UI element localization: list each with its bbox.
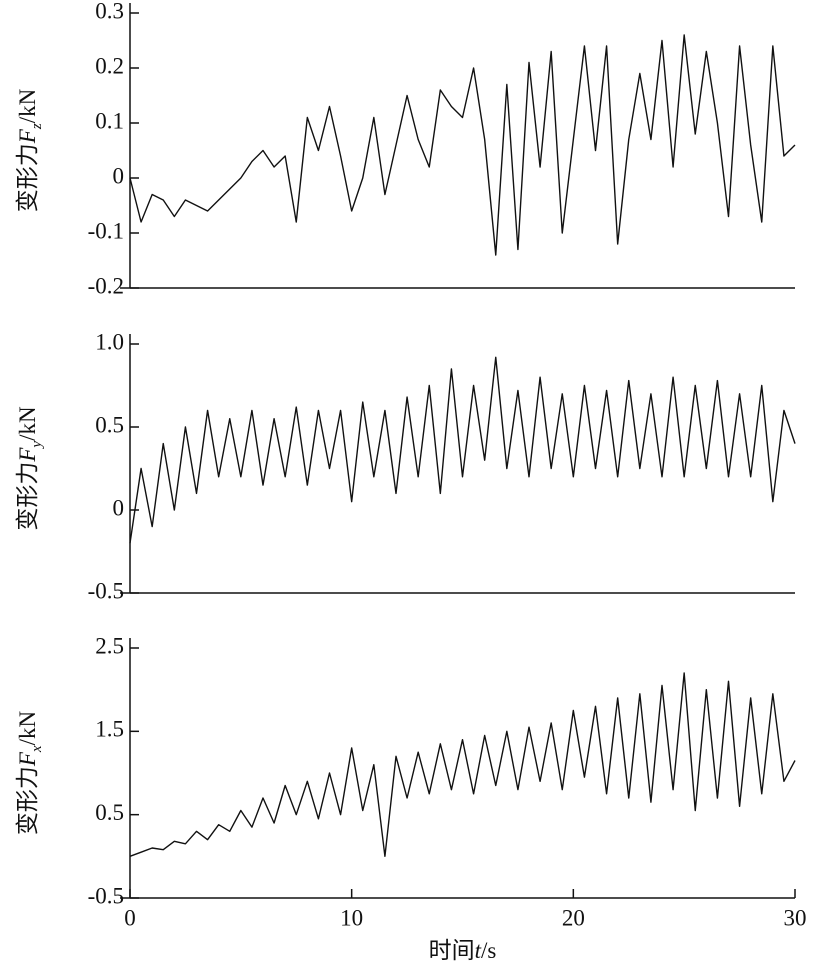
y-axis-label-part: y bbox=[29, 441, 45, 450]
y-tick-label: 0.5 bbox=[95, 412, 124, 437]
x-axis-label-part: 时间 bbox=[429, 938, 475, 963]
y-tick-label: 0.2 bbox=[95, 53, 124, 78]
y-tick-label: 0.3 bbox=[95, 0, 124, 23]
y-tick-label: -0.5 bbox=[88, 883, 124, 908]
y-axis-label-part: /kN bbox=[15, 710, 40, 745]
y-tick-label: 0.1 bbox=[95, 108, 124, 133]
x-tick-label: 10 bbox=[340, 905, 363, 930]
y-axis-label-part: 变形力 bbox=[15, 143, 40, 212]
x-tick-label: 30 bbox=[784, 905, 807, 930]
y-axis-label: 变形力Fz/kN bbox=[15, 88, 45, 212]
x-axis-label-part: /s bbox=[481, 938, 496, 963]
y-tick-label: 2.5 bbox=[95, 633, 124, 658]
y-axis-label-part: F bbox=[15, 128, 40, 144]
y-axis-label-part: /kN bbox=[15, 88, 40, 123]
data-line bbox=[129, 34, 796, 256]
x-tick-label: 0 bbox=[124, 905, 136, 930]
y-axis-label-part: 变形力 bbox=[15, 462, 40, 531]
y-axis-label-part: x bbox=[29, 745, 45, 753]
y-axis-label-part: 变形力 bbox=[15, 766, 40, 835]
y-axis-label-part: F bbox=[15, 447, 40, 463]
y-tick-label: -0.2 bbox=[88, 273, 124, 298]
y-tick-label: 0 bbox=[113, 163, 125, 188]
y-axis-label-part: z bbox=[29, 123, 45, 130]
y-tick-label: 1.0 bbox=[95, 329, 124, 354]
y-tick-label: -0.5 bbox=[88, 578, 124, 603]
y-axis-label: 变形力Fy/kN bbox=[15, 406, 45, 531]
data-line bbox=[129, 672, 796, 858]
data-line bbox=[129, 356, 796, 544]
x-tick-label: 20 bbox=[562, 905, 585, 930]
x-axis-label-part: t bbox=[475, 938, 482, 963]
y-tick-label: 0 bbox=[113, 495, 125, 520]
y-tick-label: 0.5 bbox=[95, 800, 124, 825]
y-axis-label: 变形力Fx/kN bbox=[15, 710, 45, 835]
y-axis-label-part: /kN bbox=[15, 406, 40, 441]
x-axis-label: 时间t/s bbox=[429, 938, 497, 963]
y-axis-label-part: F bbox=[15, 751, 40, 767]
y-tick-label: -0.1 bbox=[88, 218, 124, 243]
y-tick-label: 1.5 bbox=[95, 717, 124, 742]
